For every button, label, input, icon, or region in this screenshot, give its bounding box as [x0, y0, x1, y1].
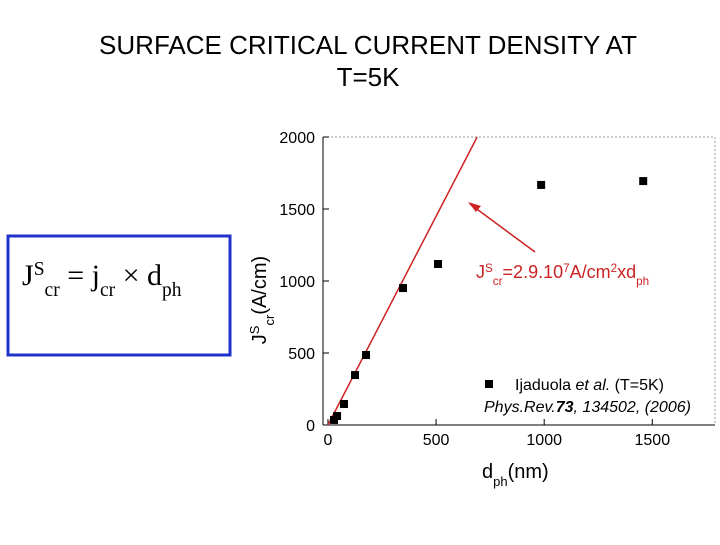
data-point — [434, 260, 443, 269]
text-part: 7 — [563, 262, 570, 275]
text-part: (A/cm) — [249, 256, 271, 315]
text-part: d — [482, 461, 493, 483]
text-part: =2.9.10 — [503, 262, 564, 282]
text-part: ph — [636, 275, 649, 288]
text-part: J — [249, 334, 271, 344]
data-point — [537, 180, 546, 189]
fit-line — [327, 136, 478, 426]
text-part: = j — [60, 259, 100, 292]
text-part: xd — [617, 262, 636, 282]
text-part: cr — [493, 275, 503, 288]
x-axis-label: dph(nm) — [482, 461, 549, 489]
y-axis-label: JScr(A/cm) — [247, 256, 277, 344]
annotation-arrowhead — [468, 202, 481, 212]
y-tick-label: 500 — [288, 346, 315, 363]
data-point — [339, 399, 348, 408]
slide-title: T=5K — [337, 62, 401, 92]
data-point — [351, 371, 359, 380]
data-point — [333, 412, 342, 421]
text-part: S — [485, 262, 493, 275]
text-part: × d — [115, 259, 162, 292]
formula-box — [6, 234, 232, 357]
legend-text: Ijaduola et al. (T=5K) — [515, 377, 664, 394]
text-part: (nm) — [508, 461, 549, 483]
legend-text: Phys.Rev.73, 134502, (2006) — [484, 399, 691, 416]
text-part: Phys.Rev. — [484, 399, 556, 416]
y-tick-label: 1000 — [279, 274, 315, 291]
text-part: S — [34, 259, 45, 280]
text-part: 73 — [556, 399, 574, 416]
text-part: ph — [493, 474, 507, 489]
y-tick-label: 0 — [306, 418, 315, 435]
text-part: 2 — [611, 262, 618, 275]
text-part: ph — [162, 280, 182, 301]
annotation-arrow — [469, 203, 536, 253]
text-part: J — [476, 262, 485, 282]
x-tick-label: 1000 — [526, 432, 562, 449]
text-part: cr — [262, 314, 277, 326]
text-part: A/cm — [570, 262, 611, 282]
formula: JScr = jcr × dph — [22, 259, 182, 301]
text-part: cr — [100, 280, 116, 301]
text-part: Ijaduola — [515, 377, 576, 394]
data-point — [639, 177, 648, 186]
text-part: (T=5K) — [610, 377, 664, 394]
data-point — [362, 351, 371, 360]
text-part: J — [22, 259, 34, 292]
fit-annotation: JScr=2.9.107A/cm2xdph — [476, 262, 649, 288]
x-tick-label: 1500 — [635, 432, 671, 449]
legend-marker — [485, 380, 493, 388]
text-part: cr — [45, 280, 61, 301]
x-tick-label: 500 — [423, 432, 450, 449]
x-tick-label: 0 — [324, 432, 333, 449]
y-tick-label: 2000 — [279, 130, 315, 147]
data-point — [399, 284, 407, 293]
text-part: , 134502, (2006) — [574, 399, 691, 416]
text-part: et al. — [576, 377, 611, 394]
slide-title: SURFACE CRITICAL CURRENT DENSITY AT — [99, 30, 637, 60]
y-tick-label: 1500 — [279, 202, 315, 219]
text-part: S — [247, 325, 262, 334]
